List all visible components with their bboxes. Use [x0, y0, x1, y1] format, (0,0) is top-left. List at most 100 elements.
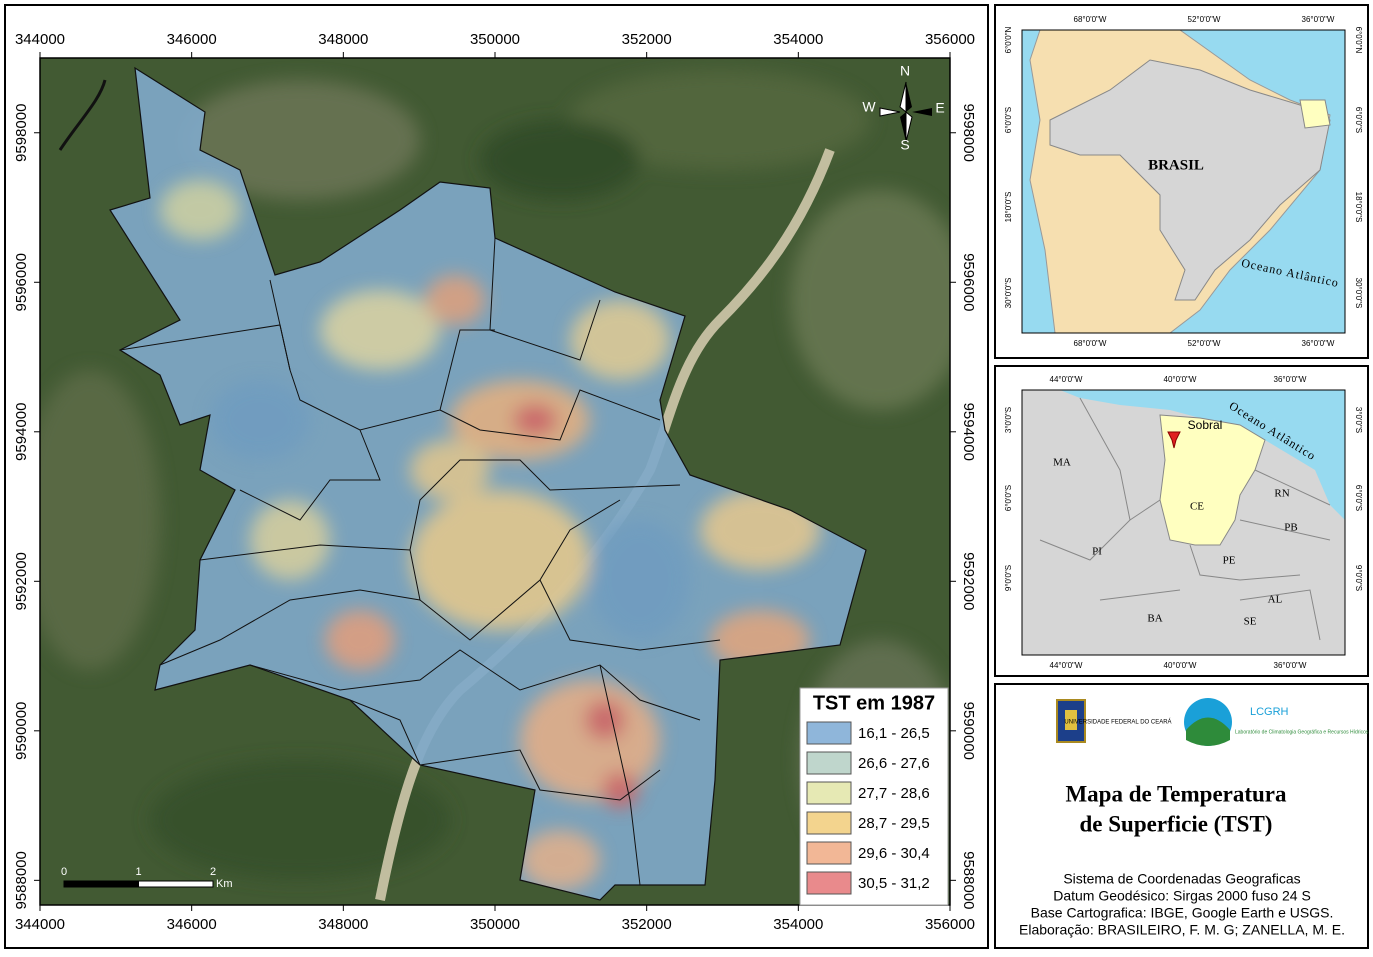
legend-swatch [806, 751, 852, 775]
state-label: PE [1223, 555, 1236, 567]
compass-north: N [900, 63, 910, 79]
state-label: SE [1244, 616, 1257, 628]
legend-swatch [806, 781, 852, 805]
lat-label: 6°0'0"S [1354, 485, 1363, 511]
credits: Sistema de Coordenadas GeograficasDatum … [1019, 871, 1345, 938]
x-tick-label: 356000 [925, 916, 975, 933]
lon-label: 36°0'0"W [1274, 375, 1307, 384]
legend-title: TST em 1987 [813, 692, 935, 714]
lat-label: 6°0'0"N [1004, 26, 1013, 53]
lat-label: 6°0'0"S [1004, 485, 1013, 511]
x-tick-label: 352000 [622, 916, 672, 933]
lat-label: 9°0'0"S [1004, 565, 1013, 591]
lat-label: 9°0'0"S [1354, 565, 1363, 591]
legend-label: 27,7 - 28,6 [858, 785, 930, 802]
legend-label: 16,1 - 26,5 [858, 725, 930, 742]
x-tick-label: 350000 [470, 916, 520, 933]
credit-line: Sistema de Coordenadas Geograficas [1063, 871, 1300, 887]
y-tick-label: 9594000 [960, 403, 977, 461]
scale-segment [63, 880, 139, 888]
legend-label: 30,5 - 31,2 [858, 875, 930, 892]
scale-label: 0 [61, 866, 67, 878]
lon-label: 44°0'0"W [1050, 661, 1083, 670]
state-label: CE [1190, 501, 1204, 513]
scale-label: 2 [210, 866, 216, 878]
x-tick-label: 350000 [470, 31, 520, 48]
state-label: PB [1284, 522, 1297, 534]
y-tick-label: 9598000 [13, 104, 30, 162]
x-tick-label: 348000 [318, 916, 368, 933]
inset-graticule: 68°0'0"W 68°0'0"W 52°0'0"W 52°0'0"W 36°0'0"W… [1004, 15, 1363, 348]
lon-label: 36°0'0"W [1274, 661, 1307, 670]
legend: 16,1 - 26,5 26,6 - 27,6 27,7 - 28,6 28,7 - … [806, 721, 930, 895]
y-tick-label: 9596000 [960, 253, 977, 311]
y-tick-label: 9592000 [13, 552, 30, 610]
country-label: BRASIL [1148, 157, 1204, 173]
lat-label: 18°0'0"S [1004, 192, 1013, 223]
state-label: MA [1053, 457, 1071, 469]
map-title: Mapa de Temperatura [1065, 781, 1287, 806]
y-tick-label: 9594000 [13, 403, 30, 461]
lon-label: 40°0'0"W [1164, 661, 1197, 670]
inset-northeast [1022, 390, 1345, 655]
legend-label: 29,6 - 30,4 [858, 845, 930, 862]
x-tick-label: 346000 [167, 31, 217, 48]
y-tick-label: 9590000 [13, 702, 30, 760]
y-tick-label: 9588000 [13, 851, 30, 909]
district-boundaries [119, 237, 721, 886]
lon-label: 44°0'0"W [1050, 375, 1083, 384]
lab-acronym: LCGRH [1250, 706, 1289, 718]
lat-label: 3°0'0"S [1354, 407, 1363, 433]
lab-name: Laboratório de Climatologia Geográfica e… [1235, 729, 1369, 735]
lat-label: 6°0'0"S [1004, 107, 1013, 133]
scale-segment [138, 880, 214, 888]
inset-graticule: 44°0'0"W 44°0'0"W 40°0'0"W 40°0'0"W 36°0'0"W… [1004, 375, 1363, 670]
state-label: RN [1274, 488, 1289, 500]
y-tick-label: 9596000 [13, 253, 30, 311]
x-tick-label: 354000 [773, 916, 823, 933]
legend-swatch [806, 841, 852, 865]
lat-label: 30°0'0"S [1354, 278, 1363, 309]
lon-label: 36°0'0"W [1302, 339, 1335, 348]
coordinate-grid: 344000 344000 346000 346000 348000 348000 3500… [13, 31, 977, 933]
lcgrh-logo [1184, 698, 1232, 746]
map-title: de Superficie (TST) [1080, 811, 1273, 836]
credit-line: Base Cartografica: IBGE, Google Earth e … [1031, 905, 1334, 921]
compass-west: W [862, 99, 876, 115]
city-marker [1167, 431, 1181, 449]
lon-label: 52°0'0"W [1188, 15, 1221, 24]
legend-label: 28,7 - 29,5 [858, 815, 930, 832]
lon-label: 68°0'0"W [1074, 339, 1107, 348]
x-tick-label: 354000 [773, 31, 823, 48]
state-label: AL [1268, 594, 1283, 606]
y-tick-label: 9588000 [960, 851, 977, 909]
legend-swatch [806, 811, 852, 835]
lat-label: 6°0'0"N [1354, 27, 1363, 54]
x-tick-label: 344000 [15, 31, 65, 48]
lat-label: 30°0'0"S [1004, 278, 1013, 309]
scale-label: 1 [135, 866, 141, 878]
scale-unit: Km [216, 878, 233, 890]
y-tick-label: 9598000 [960, 104, 977, 162]
y-tick-label: 9590000 [960, 702, 977, 760]
state-label: BA [1147, 613, 1162, 625]
credit-line: Elaboração: BRASILEIRO, F. M. G; ZANELLA… [1019, 922, 1345, 938]
credit-line: Datum Geodésico: Sirgas 2000 fuso 24 S [1053, 888, 1311, 904]
legend-swatch [806, 871, 852, 895]
x-tick-label: 352000 [622, 31, 672, 48]
compass-east: E [935, 100, 944, 116]
lat-label: 18°0'0"S [1354, 192, 1363, 223]
x-tick-label: 356000 [925, 31, 975, 48]
scale-bar: 0 1 2Km [61, 866, 233, 890]
legend-label: 26,6 - 27,6 [858, 755, 930, 772]
lon-label: 40°0'0"W [1164, 375, 1197, 384]
lat-label: 3°0'0"S [1004, 407, 1013, 433]
inset-south-america [1022, 30, 1345, 333]
city-label: Sobral [1188, 418, 1223, 432]
north-arrow: N S E W [862, 63, 944, 153]
compass-south: S [900, 137, 909, 153]
x-tick-label: 348000 [318, 31, 368, 48]
state-label: PI [1092, 546, 1102, 558]
university-name: UNIVERSIDADE FEDERAL DO CEARÁ [1064, 719, 1171, 726]
